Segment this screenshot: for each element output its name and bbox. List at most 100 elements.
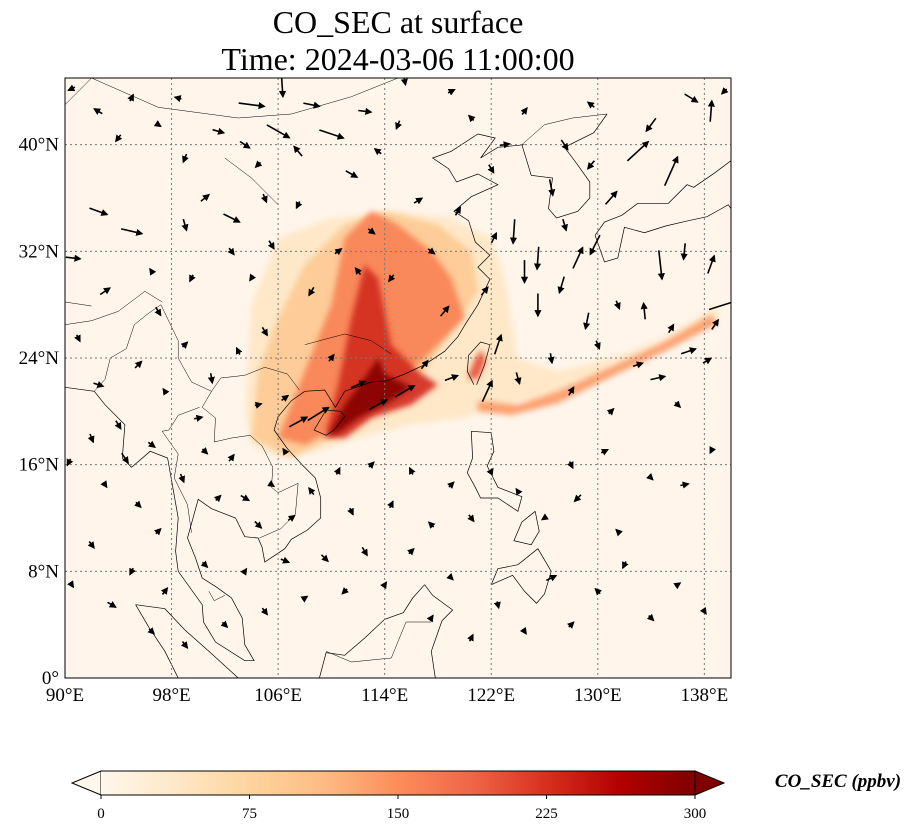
wind-arrow (288, 416, 309, 428)
wind-arrow (281, 394, 290, 402)
wind-arrow (684, 93, 699, 103)
wind-arrow (200, 193, 211, 202)
wind-arrow (115, 134, 123, 143)
wind-arrow (427, 247, 436, 255)
wind-arrow (606, 407, 615, 416)
wind-arrow (547, 353, 555, 365)
map-panel: 90°E 98°E 106°E 114°E 122°E 130°E 138°E 0° 8°N 1… (19, 77, 732, 706)
lat-tick-label: 24°N (19, 348, 60, 369)
wind-arrow (540, 513, 549, 521)
wind-arrow (663, 155, 679, 187)
coastline (135, 604, 239, 678)
latitude-tick-labels: 0° 8°N 16°N 24°N 32°N 40°N (19, 135, 60, 689)
wind-arrow (134, 360, 143, 369)
wind-arrow (467, 633, 474, 642)
wind-arrow (300, 595, 309, 603)
wind-arrow (295, 201, 303, 210)
wind-arrow (303, 101, 321, 109)
wind-arrow (282, 447, 290, 456)
wind-arrow (65, 254, 82, 262)
wind-arrow (427, 521, 436, 529)
wind-arrow (368, 399, 389, 411)
wind-arrow (149, 267, 157, 276)
wind-arrow (708, 301, 731, 311)
wind-arrow (626, 140, 650, 162)
colorbar-tick-label: 225 (535, 806, 558, 822)
wind-arrow (566, 621, 575, 629)
wind-arrow (667, 323, 675, 334)
country-border (65, 290, 163, 325)
country-border (177, 357, 300, 392)
wind-arrow (380, 581, 388, 590)
wind-arrow (334, 248, 343, 256)
wind-arrow (267, 240, 275, 250)
country-border (65, 301, 92, 307)
wind-arrow (594, 587, 603, 596)
wind-arrow (548, 179, 556, 197)
wind-arrow (173, 95, 182, 103)
wind-arrow (341, 587, 349, 595)
colorbar-tick-label: 150 (387, 806, 410, 822)
country-border (161, 407, 200, 533)
wind-arrow (707, 99, 715, 122)
wind-arrow (278, 78, 287, 99)
wind-arrow (220, 620, 229, 629)
lat-tick-label: 0° (42, 668, 59, 689)
wind-arrow (87, 433, 95, 444)
coastline (466, 430, 523, 512)
wind-arrow (388, 274, 396, 283)
wind-arrow (280, 556, 291, 564)
wind-arrow (499, 141, 511, 149)
lon-tick-label: 122°E (467, 685, 515, 706)
wind-arrow (646, 613, 655, 622)
plume-peak (328, 358, 412, 436)
wind-arrow (254, 401, 263, 409)
wind-arrow (354, 266, 362, 275)
wind-arrow (514, 372, 522, 385)
wind-arrow (287, 514, 296, 522)
lat-tick-label: 16°N (19, 455, 60, 476)
wind-vector-layer (65, 78, 731, 650)
colorbar-ticks: 0 75 150 225 300 (97, 795, 706, 822)
wind-arrow (587, 160, 595, 170)
wind-arrow (646, 472, 654, 481)
wind-arrow (394, 384, 416, 398)
wind-arrow (249, 273, 257, 282)
wind-arrow (129, 567, 136, 576)
lon-tick-label: 90°E (46, 685, 84, 706)
wind-arrow (153, 120, 162, 128)
colorbar-extend-min (70, 770, 102, 796)
plume-taiwan-hotspot (467, 350, 486, 380)
wind-arrow (160, 586, 169, 595)
wind-arrow (254, 160, 263, 169)
wind-arrow (227, 247, 235, 256)
country-border (224, 157, 279, 205)
lat-tick-label: 40°N (19, 135, 60, 156)
wind-arrow (319, 129, 345, 140)
wind-arrow (567, 386, 575, 396)
wind-arrow (487, 164, 495, 174)
wind-arrow (481, 379, 493, 403)
coastline (490, 548, 552, 604)
wind-arrow (373, 148, 382, 156)
wind-arrow (480, 286, 489, 296)
lon-tick-label: 114°E (361, 685, 408, 706)
colorbar-label: CO_SEC (ppbv) (775, 771, 901, 792)
wind-arrow (673, 582, 682, 590)
wind-arrow (147, 440, 156, 448)
wind-arrow (604, 190, 618, 205)
map-frame (64, 77, 732, 679)
wind-arrow (395, 120, 402, 131)
wind-arrow (622, 561, 629, 570)
wind-arrow (600, 448, 609, 456)
map-subtitle: Time: 2024-03-06 11:00:00 (221, 41, 574, 77)
country-border (521, 113, 608, 145)
wind-arrow (320, 554, 329, 563)
wind-arrow (615, 528, 623, 537)
wind-arrow (573, 494, 582, 503)
wind-arrow (260, 607, 269, 616)
wind-arrow (87, 541, 95, 550)
wind-arrow (333, 466, 341, 475)
wind-arrow (350, 380, 367, 389)
